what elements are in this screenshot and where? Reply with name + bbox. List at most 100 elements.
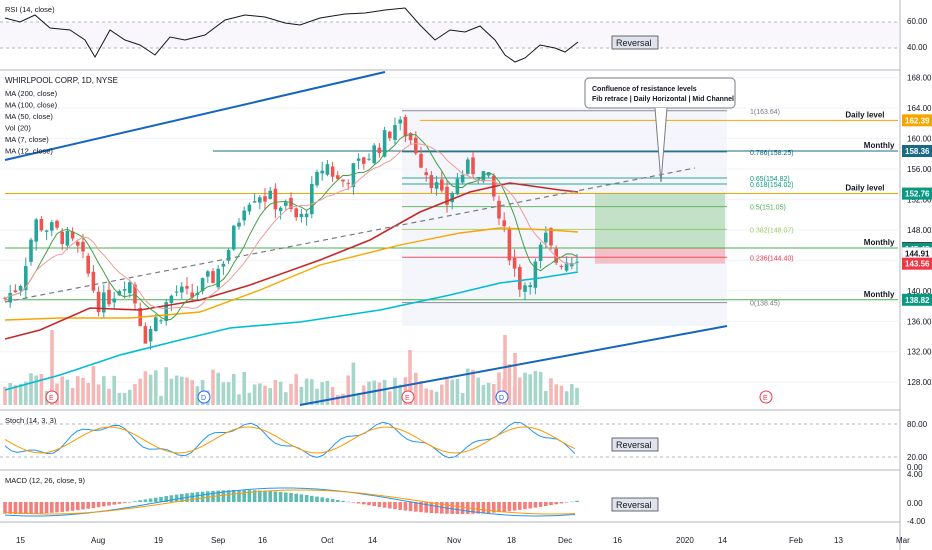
macd-histogram-bar (65, 502, 70, 512)
volume-bar (122, 392, 127, 405)
event-marker-label: D (499, 395, 504, 402)
time-tick-label: 14 (368, 536, 377, 545)
macd-histogram-bar (330, 499, 335, 502)
candle-body (65, 230, 70, 246)
macd-histogram-bar (18, 502, 23, 514)
candle-body (60, 231, 64, 244)
level-label: Monthly (864, 141, 895, 150)
macd-reversal-box (611, 497, 659, 512)
candle-body (289, 197, 293, 210)
macd-histogram-bar (559, 502, 564, 504)
volume-bar (159, 395, 163, 405)
volume-bar (377, 382, 382, 405)
price-tick-label: 132.00 (907, 348, 932, 357)
volume-bar (247, 392, 252, 405)
macd-histogram-bar (13, 502, 18, 514)
volume-bar (382, 379, 387, 405)
volume-bar (315, 388, 319, 405)
ma50-line (4, 182, 579, 340)
fib-label: 0.236(144.40) (750, 255, 794, 262)
candle-body (533, 261, 538, 288)
macd-histogram-bar (39, 502, 44, 514)
candle-body (107, 289, 111, 305)
candle-body (91, 271, 96, 291)
fib-group: 1(163.64) 0.786(158.25) 0.65(154.82)0.618(… (402, 109, 794, 308)
volume-bar (393, 377, 397, 405)
event-marker (759, 390, 773, 404)
price-tag (902, 293, 932, 306)
macd-histogram-bar (367, 502, 371, 506)
volume-bar (237, 394, 241, 405)
volume-bar (180, 376, 184, 405)
candle-body (55, 220, 59, 228)
macd-histogram-bar (143, 499, 148, 502)
time-tick-label: Aug (91, 536, 105, 545)
candle-body (559, 265, 564, 267)
volume-bar (284, 392, 288, 405)
macd-histogram-bar (315, 496, 319, 502)
volume-bar (211, 369, 215, 405)
candle-body (154, 317, 158, 332)
event-marker (197, 390, 211, 404)
volume-bar (91, 366, 96, 405)
candle-body (268, 190, 272, 199)
macd-histogram-bar (434, 502, 439, 514)
volume-bar (450, 379, 454, 405)
candle-body (273, 188, 278, 210)
candle-body (284, 202, 288, 206)
macd-histogram-bar (70, 502, 75, 511)
candle-body (237, 222, 241, 227)
candle-body (502, 220, 506, 227)
candle-body (211, 271, 215, 284)
volume-bar (154, 370, 158, 405)
price-tick-label: 136.00 (907, 317, 932, 326)
candle-body (190, 292, 194, 298)
volume-bar (294, 374, 298, 405)
candle-body (356, 158, 361, 161)
macd-histogram-bar (528, 502, 532, 509)
fib-label: 1(163.64) (750, 109, 780, 116)
macd-histogram-bar (351, 502, 356, 503)
price-tag-label: 138.82 (905, 296, 930, 305)
macd-panel: MACD (12, 26, close, 9) 4.00 0.00 -4.00 Reve… (3, 470, 926, 526)
volume-bar (455, 378, 460, 405)
volume-bar (549, 378, 553, 405)
fib-label: 0.65(154.82) (750, 176, 790, 183)
macd-histogram-bar (518, 502, 522, 510)
volume-bar (570, 384, 574, 405)
candle-body (554, 248, 558, 263)
candle-body (216, 268, 220, 288)
macd-histogram-bar (471, 502, 475, 514)
candle-body (549, 228, 553, 246)
ma12-line (4, 143, 578, 310)
volume-bar (544, 390, 548, 405)
volume-bar (81, 377, 85, 405)
macd-histogram-bar (268, 491, 272, 502)
macd-histogram-bar (138, 500, 142, 502)
time-tick-label: Nov (447, 536, 461, 545)
event-marker-label: E (763, 395, 768, 402)
macd-histogram-bar (278, 491, 283, 502)
stop-box (595, 248, 725, 264)
volume-bar (29, 373, 33, 405)
price-tag-label: 143.56 (905, 260, 930, 269)
time-tick-label: Mar (896, 536, 910, 545)
macd-tick-label: -4.00 (907, 517, 926, 526)
volume-bar (559, 385, 564, 405)
macd-histogram-bar (497, 502, 501, 513)
macd-histogram-bar (195, 492, 200, 502)
macd-histogram-bar (476, 502, 480, 514)
macd-histogram-bar (44, 502, 49, 514)
time-tick-label: 16 (258, 536, 267, 545)
candle-body (377, 147, 382, 153)
candle-body (528, 285, 532, 288)
price-tag (902, 187, 932, 200)
candle-body (429, 175, 434, 189)
macd-histogram-bar (544, 502, 548, 507)
volume-bar (216, 372, 220, 405)
macd-histogram-bar (304, 495, 309, 502)
macd-histogram-bar (507, 502, 512, 512)
volume-bar (503, 335, 507, 405)
candle-body (476, 177, 480, 179)
macd-histogram-bar (86, 502, 90, 509)
